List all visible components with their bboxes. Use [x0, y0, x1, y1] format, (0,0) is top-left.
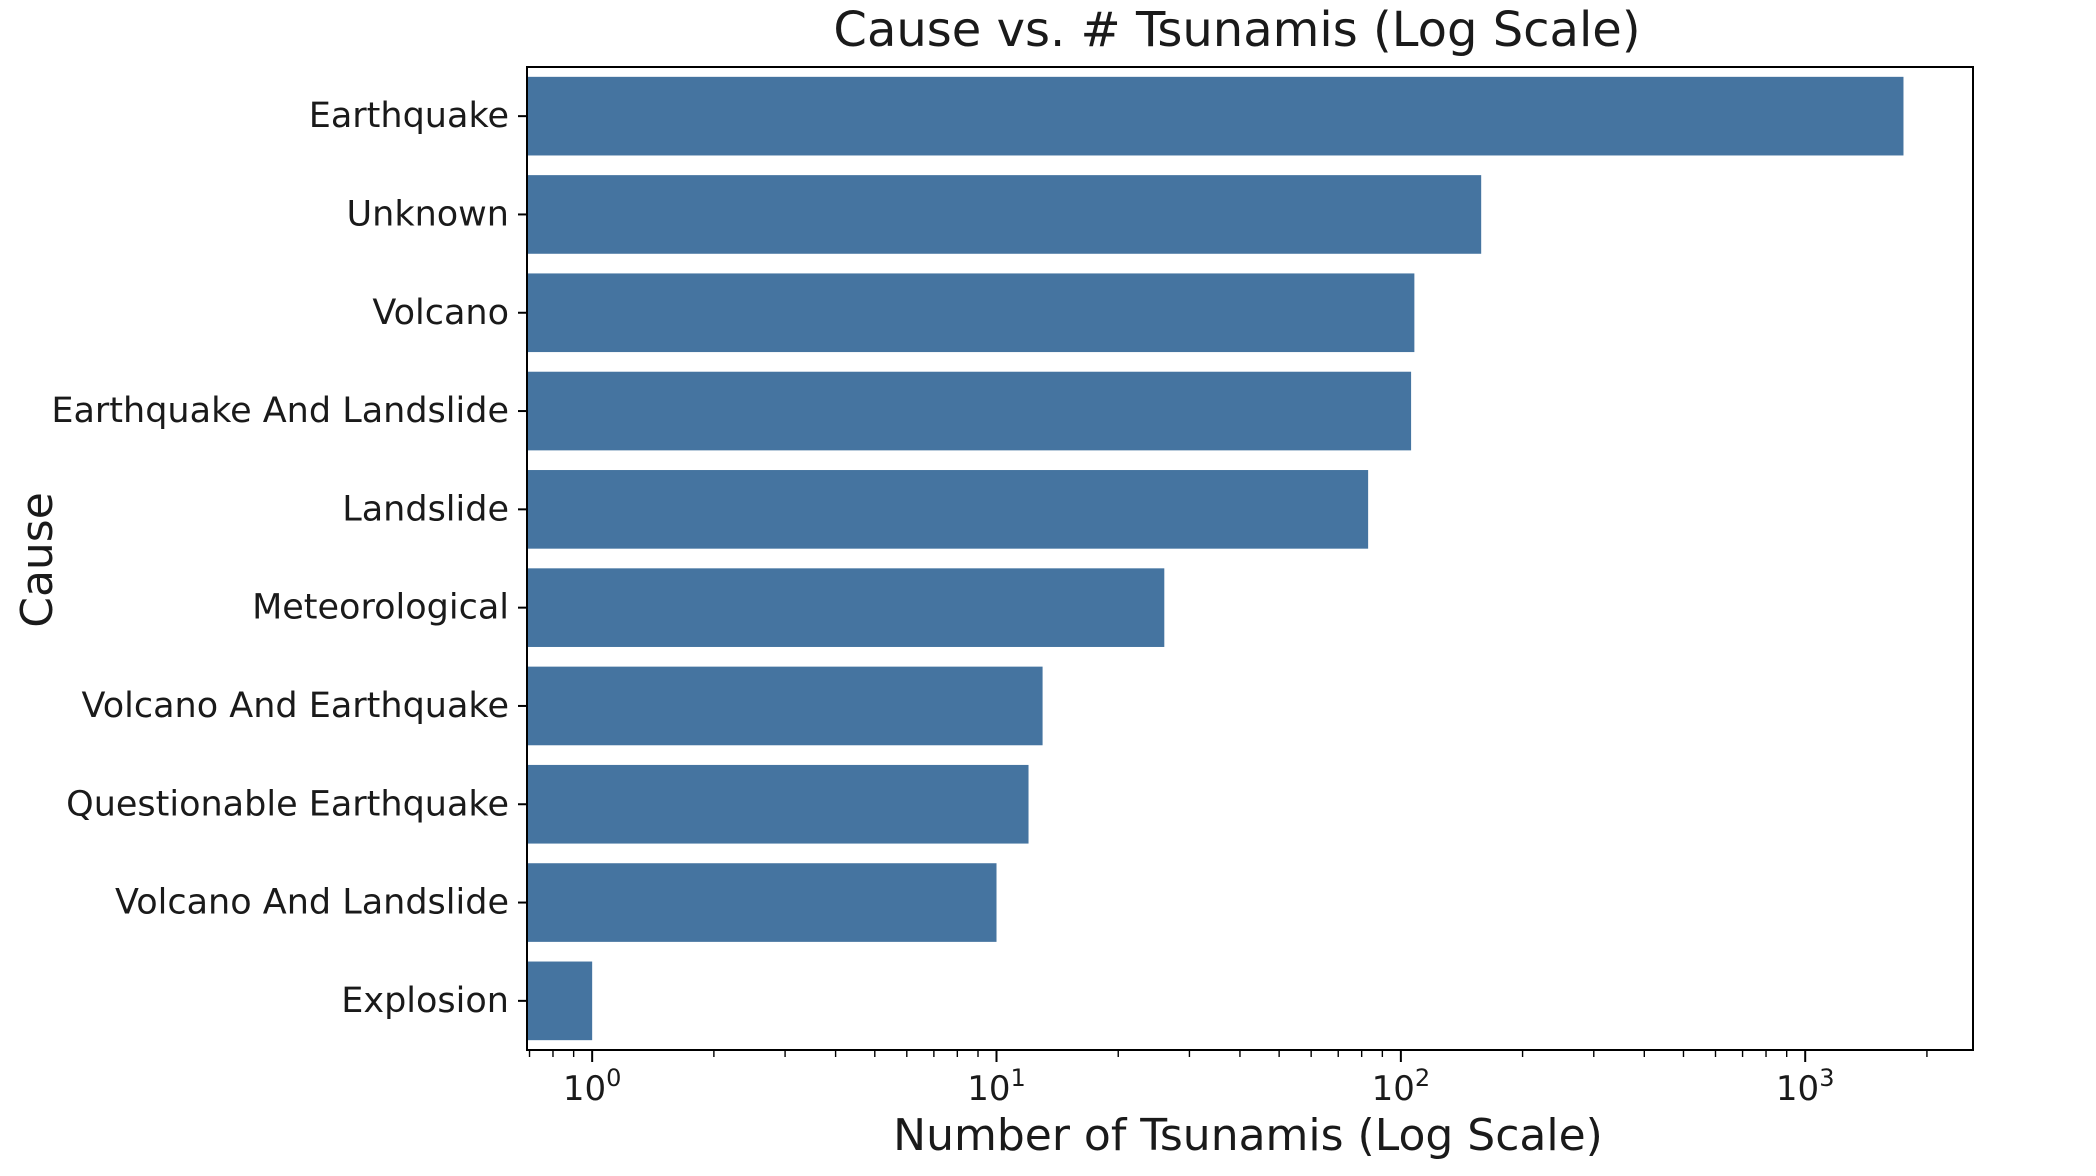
x-tick-label-base: 10 [1776, 1069, 1819, 1109]
y-tick-label: Earthquake [309, 96, 509, 136]
y-tick-label: Volcano And Landslide [115, 883, 509, 923]
bar [527, 568, 1165, 647]
y-tick-label: Explosion [341, 981, 509, 1021]
x-tick-label-base: 10 [1372, 1069, 1415, 1109]
x-tick-label-exponent: 3 [1819, 1064, 1834, 1092]
bar [527, 273, 1415, 353]
x-tick-label: 100 [563, 1064, 622, 1109]
x-tick-label-exponent: 1 [1011, 1064, 1026, 1092]
y-tick-label: Meteorological [252, 588, 509, 628]
x-tick-label: 103 [1776, 1064, 1835, 1109]
plot-area [527, 76, 1904, 1041]
y-tick-label: Volcano [372, 293, 509, 333]
bar [527, 863, 997, 942]
x-tick-label-base: 10 [563, 1069, 606, 1109]
bar [527, 76, 1904, 156]
chart-title: Cause vs. # Tsunamis (Log Scale) [833, 2, 1640, 58]
bar [527, 961, 593, 1041]
y-tick-label: Questionable Earthquake [66, 784, 509, 824]
bar [527, 175, 1482, 254]
y-axis-label: Cause [12, 492, 63, 628]
y-tick-label: Volcano And Earthquake [81, 686, 509, 726]
bar [527, 764, 1029, 844]
bar [527, 666, 1043, 746]
bar [527, 371, 1412, 451]
bar [527, 470, 1369, 549]
y-tick-label: Unknown [347, 194, 509, 234]
x-tick-label-exponent: 0 [606, 1064, 621, 1092]
plot-frame [526, 66, 1974, 1051]
x-tick-label: 101 [967, 1064, 1026, 1109]
x-axis: 100 101 102 103 [528, 1050, 1928, 1109]
y-tick-label: Landslide [342, 489, 509, 529]
y-tick-label: Earthquake And Landslide [51, 391, 509, 431]
x-tick-label-exponent: 2 [1415, 1064, 1430, 1092]
x-tick-label: 102 [1372, 1064, 1431, 1109]
y-axis: Earthquake Unknown Volcano Earthquake And L… [51, 96, 527, 1021]
x-tick-label-base: 10 [967, 1069, 1010, 1109]
x-axis-label: Number of Tsunamis (Log Scale) [893, 1110, 1603, 1161]
